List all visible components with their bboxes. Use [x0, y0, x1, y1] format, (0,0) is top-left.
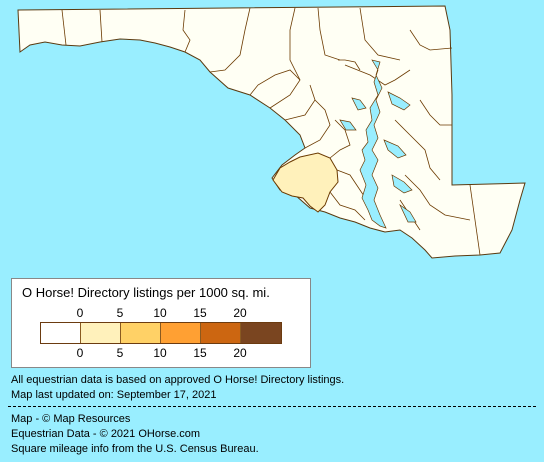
bay-inlet: [351, 97, 367, 111]
legend-title: O Horse! Directory listings per 1000 sq.…: [22, 285, 270, 300]
legend-swatch: [121, 323, 161, 343]
legend-tick-bottom: 5: [116, 346, 124, 360]
bay-inlet: [387, 91, 411, 111]
county-border: [409, 29, 453, 51]
county-border: [304, 99, 331, 149]
county-border: [284, 84, 316, 121]
county-border: [249, 69, 301, 96]
maryland-county-map: [17, 5, 526, 259]
legend-color-scale: [40, 322, 282, 344]
bay-inlets: [339, 59, 417, 229]
county-border: [344, 64, 411, 86]
last-updated-note: Map last updated on: September 17, 2021: [11, 389, 217, 401]
legend-tick-top: 10: [153, 306, 167, 320]
county-border: [419, 99, 452, 126]
county-border: [317, 7, 341, 61]
county-border: [338, 59, 361, 71]
bay-inlet: [399, 203, 417, 223]
divider: [8, 406, 536, 407]
legend-tick-top: 5: [116, 306, 124, 320]
county-border: [182, 9, 191, 53]
data-source-note: All equestrian data is based on approved…: [11, 374, 345, 386]
county-borders: [61, 7, 481, 256]
data-credit: Equestrian Data - © 2021 OHorse.com: [11, 428, 201, 440]
legend-swatch: [201, 323, 241, 343]
county-border: [469, 184, 481, 256]
legend-swatch: [241, 323, 281, 343]
map-credit: Map - © Map Resources: [11, 413, 131, 425]
legend-swatch: [41, 323, 81, 343]
legend: O Horse! Directory listings per 1000 sq.…: [11, 278, 311, 368]
legend-swatch: [161, 323, 201, 343]
bay-inlet: [339, 119, 357, 131]
state-outline: [17, 5, 526, 259]
county-border: [269, 7, 301, 109]
county-border: [329, 119, 351, 159]
county-border: [394, 119, 441, 181]
county-border: [404, 174, 471, 221]
census-credit: Square mileage info from the U.S. Census…: [11, 443, 259, 455]
bay-inlet: [359, 59, 387, 229]
bay-inlet: [383, 139, 407, 159]
county-border: [99, 9, 103, 43]
legend-tick-top: 0: [76, 306, 84, 320]
legend-tick-top: 20: [233, 306, 247, 320]
legend-tick-bottom: 0: [76, 346, 84, 360]
county-border: [359, 7, 401, 61]
legend-tick-bottom: 10: [153, 346, 167, 360]
bay-inlet: [391, 174, 413, 194]
county-border: [61, 9, 67, 46]
legend-tick-bottom: 15: [193, 346, 207, 360]
county-border: [209, 7, 251, 73]
charles-county[interactable]: [272, 152, 339, 213]
legend-tick-bottom: 20: [233, 346, 247, 360]
legend-tick-top: 15: [193, 306, 207, 320]
legend-swatch: [81, 323, 121, 343]
county-border: [329, 191, 366, 221]
